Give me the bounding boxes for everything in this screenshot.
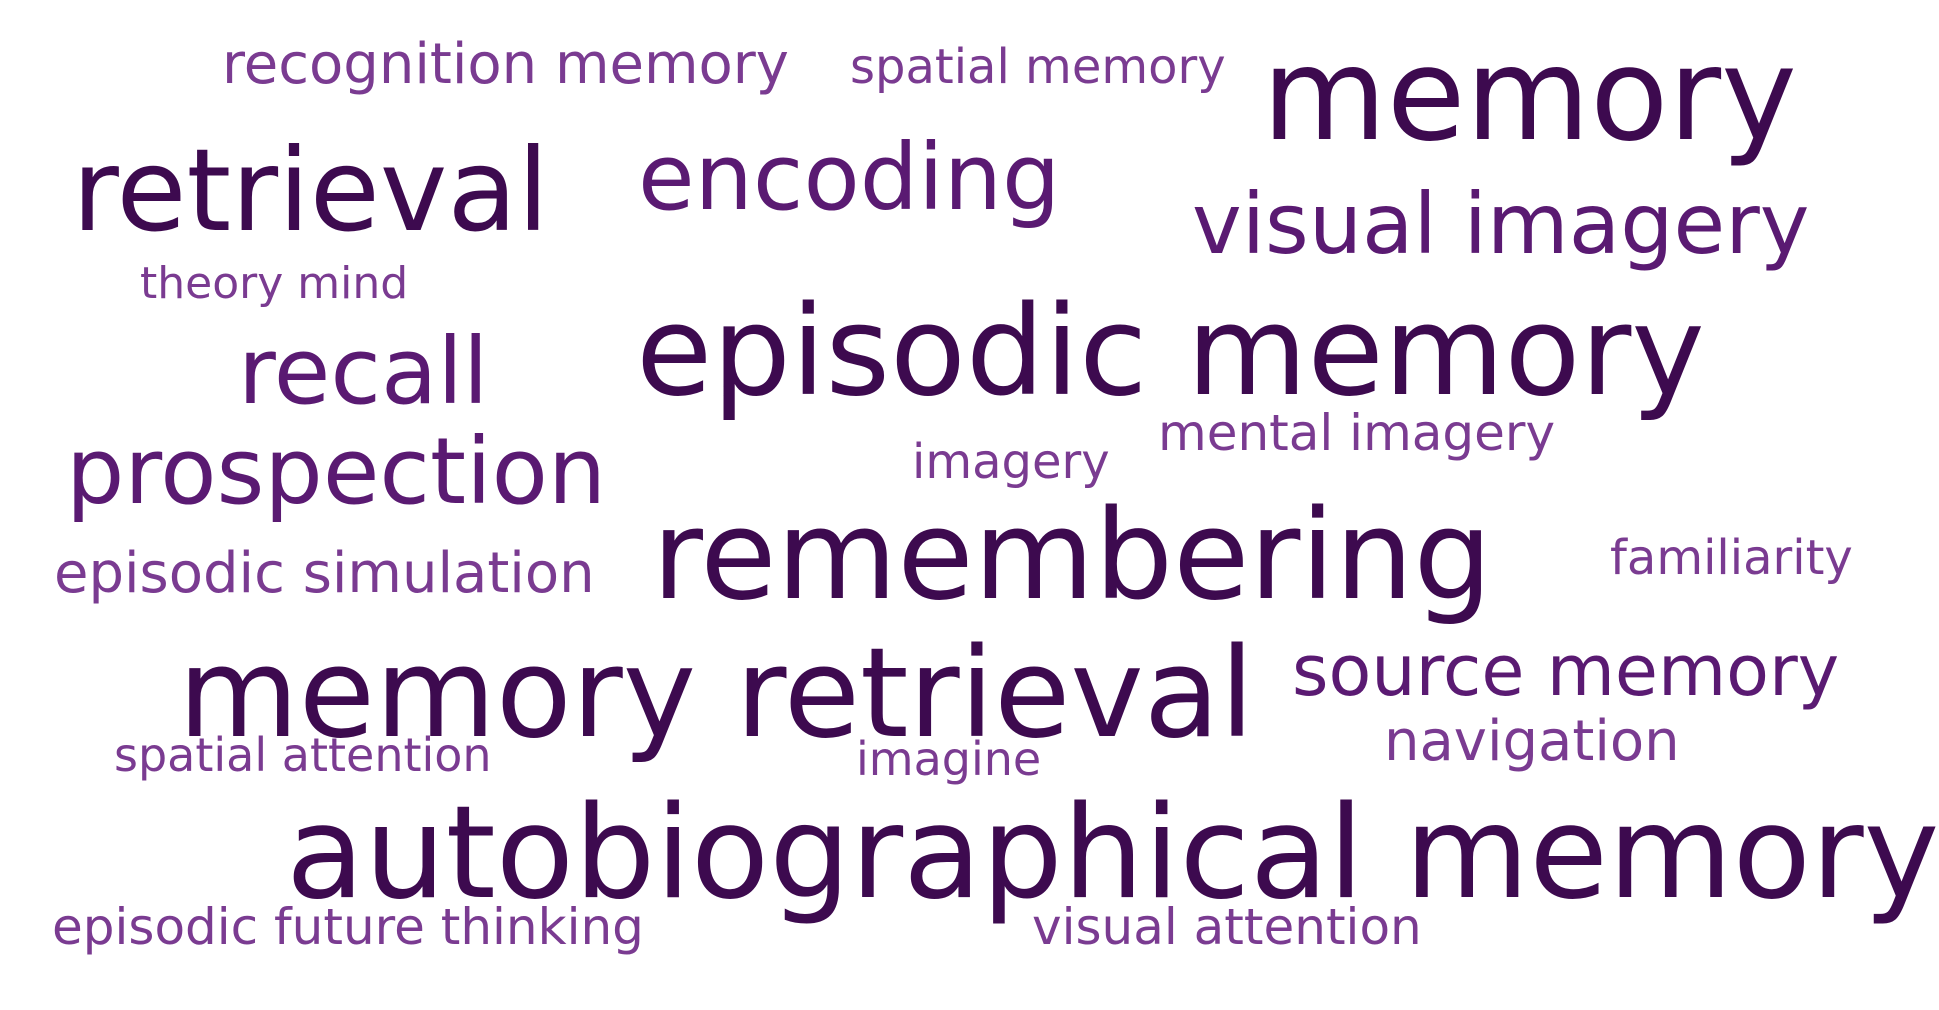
word-visual-imagery: visual imagery (1192, 175, 1810, 273)
word-recognition-memory: recognition memory (222, 32, 789, 97)
word-memory: memory (1262, 21, 1797, 170)
word-familiarity: familiarity (1610, 530, 1853, 586)
word-autobiographical-memory: autobiographical memory (286, 779, 1939, 928)
word-remembering: remembering (652, 484, 1493, 628)
word-spatial-memory: spatial memory (850, 39, 1226, 95)
word-spatial-attention: spatial attention (114, 728, 492, 782)
word-episodic-memory: episodic memory (636, 280, 1705, 424)
word-visual-attention: visual attention (1032, 898, 1422, 956)
word-prospection: prospection (66, 418, 607, 525)
word-theory-mind: theory mind (140, 258, 409, 309)
word-recall: recall (238, 318, 489, 425)
word-navigation: navigation (1384, 709, 1680, 774)
word-encoding: encoding (638, 124, 1061, 231)
word-imagery: imagery (912, 434, 1110, 490)
word-memory-retrieval: memory retrieval (178, 622, 1255, 766)
word-episodic-future-thinking: episodic future thinking (52, 898, 644, 956)
word-retrieval: retrieval (72, 124, 549, 257)
word-episodic-simulation: episodic simulation (54, 541, 595, 606)
word-mental-imagery: mental imagery (1158, 404, 1556, 462)
word-imagine: imagine (856, 732, 1042, 786)
word-source-memory: source memory (1292, 630, 1840, 712)
